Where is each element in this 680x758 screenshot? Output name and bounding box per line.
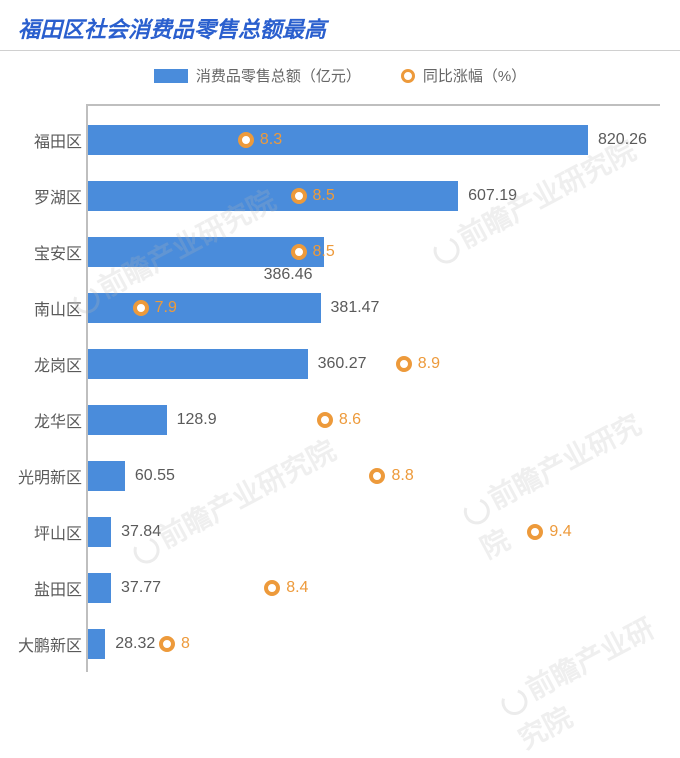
circle-value-label: 8.8 (391, 467, 413, 485)
legend: 消费品零售总额（亿元） 同比涨幅（%） (0, 65, 680, 86)
bar-value-label: 28.32 (115, 635, 155, 653)
legend-item-circle: 同比涨幅（%） (401, 65, 526, 86)
legend-label-circle: 同比涨幅（%） (423, 65, 526, 86)
bar (88, 349, 308, 379)
category-label: 罗湖区 (12, 184, 82, 208)
bar (88, 181, 458, 211)
chart-area: 福田区820.268.3罗湖区607.198.5宝安区386.468.5南山区3… (86, 104, 660, 672)
circle-marker (264, 580, 280, 596)
circle-marker (369, 468, 385, 484)
bar-value-label: 37.77 (121, 579, 161, 597)
category-label: 龙华区 (12, 408, 82, 432)
chart-row: 罗湖区607.198.5 (88, 168, 660, 224)
category-label: 宝安区 (12, 240, 82, 264)
chart-row: 龙岗区360.278.9 (88, 336, 660, 392)
circle-value-label: 9.4 (549, 523, 571, 541)
legend-swatch-bar (154, 69, 188, 83)
circle-marker (133, 300, 149, 316)
bar-value-label: 37.84 (121, 523, 161, 541)
circle-marker (159, 636, 175, 652)
chart-row: 福田区820.268.3 (88, 112, 660, 168)
legend-swatch-circle (401, 69, 415, 83)
bar (88, 517, 111, 547)
bar (88, 573, 111, 603)
category-label: 大鹏新区 (12, 632, 82, 656)
category-label: 光明新区 (12, 464, 82, 488)
chart-title: 福田区社会消费品零售总额最高 (0, 0, 680, 51)
bar-value-label: 381.47 (331, 299, 380, 317)
circle-value-label: 8.5 (313, 243, 335, 261)
circle-marker (238, 132, 254, 148)
chart-row: 坪山区37.849.4 (88, 504, 660, 560)
category-label: 南山区 (12, 296, 82, 320)
bar (88, 405, 167, 435)
bar (88, 629, 105, 659)
circle-value-label: 8.4 (286, 579, 308, 597)
chart-row: 大鹏新区28.328 (88, 616, 660, 672)
category-label: 福田区 (12, 128, 82, 152)
circle-marker (396, 356, 412, 372)
bar-value-label: 607.19 (468, 187, 517, 205)
circle-marker (291, 244, 307, 260)
bar-value-label: 128.9 (177, 411, 217, 429)
chart-row: 南山区381.477.9 (88, 280, 660, 336)
legend-item-bar: 消费品零售总额（亿元） (154, 65, 361, 86)
legend-label-bar: 消费品零售总额（亿元） (196, 65, 361, 86)
bar-value-label: 60.55 (135, 467, 175, 485)
bar (88, 293, 321, 323)
category-label: 龙岗区 (12, 352, 82, 376)
chart-row: 龙华区128.98.6 (88, 392, 660, 448)
circle-value-label: 8.3 (260, 131, 282, 149)
circle-value-label: 8.5 (313, 187, 335, 205)
category-label: 坪山区 (12, 520, 82, 544)
category-label: 盐田区 (12, 576, 82, 600)
circle-marker (291, 188, 307, 204)
circle-value-label: 7.9 (155, 299, 177, 317)
circle-value-label: 8.6 (339, 411, 361, 429)
circle-marker (527, 524, 543, 540)
circle-value-label: 8.9 (418, 355, 440, 373)
bar-value-label: 360.27 (318, 355, 367, 373)
bar (88, 237, 324, 267)
circle-marker (317, 412, 333, 428)
chart-row: 宝安区386.468.5 (88, 224, 660, 280)
bar (88, 461, 125, 491)
circle-value-label: 8 (181, 635, 190, 653)
chart-row: 盐田区37.778.4 (88, 560, 660, 616)
bar-value-label: 820.26 (598, 131, 647, 149)
bar (88, 125, 588, 155)
chart-row: 光明新区60.558.8 (88, 448, 660, 504)
